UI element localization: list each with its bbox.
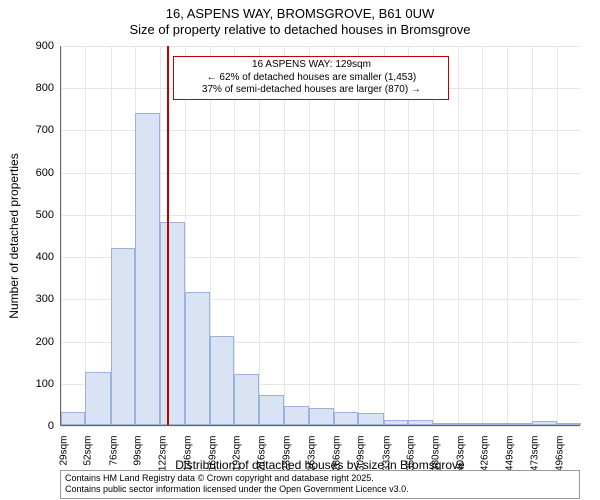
x-tick-label: 286sqm (331, 436, 342, 472)
histogram-bar (458, 423, 482, 425)
histogram-bar (482, 423, 506, 425)
gridline-v (557, 46, 558, 425)
x-tick-label: 473sqm (530, 436, 541, 472)
x-tick-label: 449sqm (504, 436, 515, 472)
histogram-bar (135, 113, 159, 425)
y-tick-label: 300 (20, 293, 54, 305)
x-tick-label: 146sqm (183, 436, 194, 472)
gridline-v (85, 46, 86, 425)
histogram-bar (160, 222, 185, 425)
y-tick-label: 700 (20, 124, 54, 136)
gridline-v (482, 46, 483, 425)
histogram-bar (557, 423, 581, 425)
y-tick-label: 200 (20, 336, 54, 348)
x-tick-label: 263sqm (307, 436, 318, 472)
gridline-v (259, 46, 260, 425)
x-tick-label: 333sqm (381, 436, 392, 472)
annotation-line3: 37% of semi-detached houses are larger (… (180, 84, 442, 97)
histogram-bar (210, 336, 234, 425)
y-tick-label: 500 (20, 209, 54, 221)
plot-area: 16 ASPENS WAY: 129sqm← 62% of detached h… (60, 46, 580, 426)
gridline-v (458, 46, 459, 425)
y-tick-label: 900 (20, 40, 54, 52)
gridline-v (433, 46, 434, 425)
histogram-bar (284, 406, 309, 425)
gridline-v (284, 46, 285, 425)
x-tick-label: 192sqm (231, 436, 242, 472)
gridline-v (309, 46, 310, 425)
x-tick-label: 122sqm (157, 436, 168, 472)
title-line2: Size of property relative to detached ho… (0, 22, 600, 38)
x-tick-label: 99sqm (133, 436, 144, 466)
gridline-v (384, 46, 385, 425)
attribution-box: Contains HM Land Registry data © Crown c… (60, 470, 580, 499)
y-tick-label: 600 (20, 167, 54, 179)
y-axis-label: Number of detached properties (7, 153, 21, 318)
x-tick-label: 426sqm (480, 436, 491, 472)
x-tick-label: 403sqm (455, 436, 466, 472)
gridline-v (358, 46, 359, 425)
histogram-bar (433, 423, 457, 425)
gridline-v (334, 46, 335, 425)
histogram-bar (532, 421, 556, 425)
histogram-bar (334, 412, 358, 425)
gridline-v (234, 46, 235, 425)
gridline-v (532, 46, 533, 425)
x-tick-label: 29sqm (59, 436, 70, 466)
histogram-bar (408, 420, 433, 425)
x-tick-label: 496sqm (554, 436, 565, 472)
histogram-bar (259, 395, 283, 425)
x-tick-label: 52sqm (83, 436, 94, 466)
x-tick-label: 356sqm (406, 436, 417, 472)
gridline-v (61, 46, 62, 425)
marker-line (167, 46, 169, 425)
histogram-bar (358, 413, 383, 425)
histogram-bar (61, 412, 85, 425)
attribution-line1: Contains HM Land Registry data © Crown c… (65, 473, 575, 484)
annotation-box: 16 ASPENS WAY: 129sqm← 62% of detached h… (173, 56, 449, 100)
chart-container: 16, ASPENS WAY, BROMSGROVE, B61 0UW Size… (0, 0, 600, 500)
gridline-v (408, 46, 409, 425)
gridline-v (507, 46, 508, 425)
histogram-bar (309, 408, 333, 425)
x-tick-label: 169sqm (207, 436, 218, 472)
x-tick-label: 216sqm (257, 436, 268, 472)
x-tick-label: 380sqm (431, 436, 442, 472)
title-line1: 16, ASPENS WAY, BROMSGROVE, B61 0UW (0, 6, 600, 22)
histogram-bar (384, 420, 408, 425)
annotation-line2: ← 62% of detached houses are smaller (1,… (180, 72, 442, 85)
histogram-bar (85, 372, 110, 425)
y-tick-label: 100 (20, 378, 54, 390)
y-tick-label: 0 (20, 420, 54, 432)
histogram-bar (185, 292, 209, 425)
y-tick-label: 800 (20, 82, 54, 94)
histogram-bar (507, 423, 532, 425)
x-tick-label: 309sqm (356, 436, 367, 472)
x-tick-label: 239sqm (281, 436, 292, 472)
y-tick-label: 400 (20, 251, 54, 263)
histogram-bar (234, 374, 259, 425)
histogram-bar (111, 248, 135, 425)
attribution-line2: Contains public sector information licen… (65, 484, 575, 495)
gridline-h (61, 46, 580, 47)
title-block: 16, ASPENS WAY, BROMSGROVE, B61 0UW Size… (0, 6, 600, 39)
x-tick-label: 76sqm (108, 436, 119, 466)
gridline-h (61, 426, 580, 427)
annotation-line1: 16 ASPENS WAY: 129sqm (180, 59, 442, 72)
